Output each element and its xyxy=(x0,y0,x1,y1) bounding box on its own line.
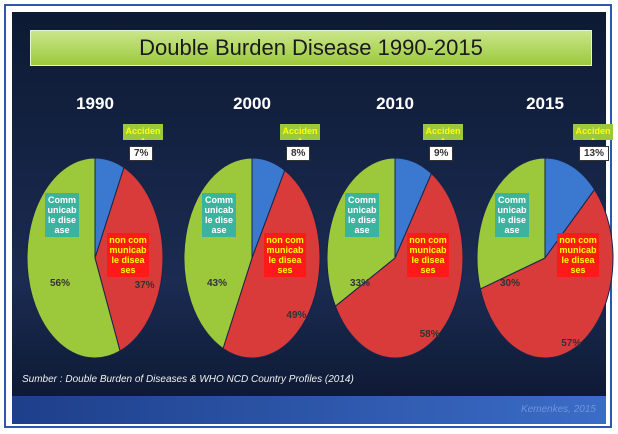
value-label: 8% xyxy=(286,146,311,161)
category-label: non communicable diseases xyxy=(107,233,149,277)
credit: Kemenkes, 2015 xyxy=(520,404,596,415)
category-label: Communicable disease xyxy=(495,193,529,237)
pie-title: 2000 xyxy=(233,94,271,113)
value-label: 49% xyxy=(286,309,307,321)
slide-title: Double Burden Disease 1990-2015 xyxy=(30,30,592,66)
category-label: Accident xyxy=(123,124,163,140)
value-label: 13% xyxy=(579,146,610,161)
value-label: 9% xyxy=(429,146,454,161)
source: Sumber : Double Burden of Diseases & WHO… xyxy=(22,374,354,385)
category-label: Accident xyxy=(573,124,613,140)
footer-band xyxy=(12,396,606,424)
category-label: Communicable disease xyxy=(45,193,79,237)
value-label: 7% xyxy=(129,146,154,161)
pie-slice xyxy=(334,172,464,359)
category-label: non communicable diseases xyxy=(264,233,306,277)
category-label: Accident xyxy=(280,124,320,140)
value-label: 57% xyxy=(561,338,582,350)
category-label: Accident xyxy=(423,124,463,140)
value-label: 30% xyxy=(500,278,521,289)
value-label: 56% xyxy=(50,278,71,289)
category-label: Communicable disease xyxy=(345,193,379,237)
pie-title: 2010 xyxy=(376,94,414,113)
category-label: Communicable disease xyxy=(202,193,236,237)
category-label: non communicable diseases xyxy=(407,233,449,277)
pie-title: 2015 xyxy=(526,94,564,113)
value-label: 33% xyxy=(350,278,371,289)
pie-slice xyxy=(479,188,614,359)
category-label: non communicable diseases xyxy=(557,233,599,277)
value-label: 37% xyxy=(134,280,155,292)
value-label: 43% xyxy=(207,278,228,289)
value-label: 58% xyxy=(419,329,440,341)
pie-title: 1990 xyxy=(76,94,114,113)
frame xyxy=(4,4,612,428)
